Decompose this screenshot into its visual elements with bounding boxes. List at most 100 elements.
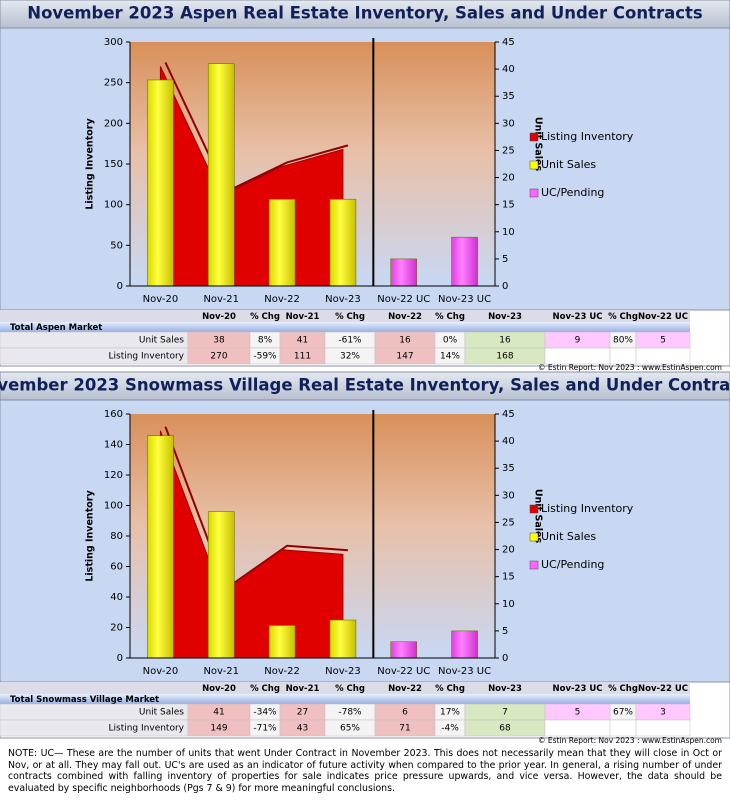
y-tick-label: 250 (104, 78, 123, 89)
column-header: Nov-21 (286, 684, 320, 694)
y-tick-label: 100 (104, 200, 123, 211)
legend-label: Unit Sales (541, 158, 596, 171)
y2-tick-label: 15 (502, 200, 515, 211)
x-tick-label: Nov-22 (264, 666, 300, 677)
y2-tick-label: 10 (502, 599, 515, 610)
y-tick-label: 60 (110, 562, 123, 573)
cell-value: 68 (499, 724, 511, 734)
cell-value: 41 (213, 708, 224, 718)
copyright: © Estin Report: Nov 2023 : www.EstinAspe… (538, 736, 722, 745)
cell (609, 347, 637, 365)
y2-tick-label: 35 (502, 91, 515, 102)
cell-value: 5 (660, 336, 666, 346)
x-tick-label: Nov-23 (325, 666, 361, 677)
cell-value: 3 (660, 708, 666, 718)
bar (329, 198, 357, 287)
section-title: Total Aspen Market (10, 323, 102, 333)
y-tick-label: 40 (110, 592, 123, 603)
cell (544, 347, 611, 365)
legend-swatch (529, 132, 539, 142)
y-tick-label: 20 (110, 623, 123, 634)
chart-title: November 2023 Aspen Real Estate Inventor… (27, 4, 703, 23)
bar (147, 435, 174, 659)
x-tick-label: Nov-20 (143, 666, 179, 677)
cell-value: 32% (340, 352, 360, 362)
cell (635, 347, 691, 365)
cell-value: 168 (496, 352, 513, 362)
y-tick-label: 0 (117, 653, 123, 664)
cell-value: -61% (338, 336, 362, 346)
section-title: Total Snowmass Village Market (10, 695, 159, 705)
x-tick-label: Nov-22 UC (377, 294, 430, 305)
cell-value: 7 (502, 708, 508, 718)
cell-value: -34% (253, 708, 277, 718)
row-label: Listing Inventory (109, 352, 185, 362)
cell (544, 719, 611, 737)
legend-label: UC/Pending (541, 186, 604, 199)
bar (390, 258, 418, 287)
bar (207, 63, 235, 287)
cell-value: 6 (402, 708, 408, 718)
x-tick-label: Nov-21 (203, 294, 239, 305)
cell-value: 9 (575, 336, 581, 346)
bar (147, 79, 174, 287)
report: November 2023 Aspen Real Estate Inventor… (0, 0, 730, 745)
y2-tick-label: 25 (502, 145, 515, 156)
column-header: Nov-22 UC (638, 684, 688, 694)
column-header: % Chg (608, 684, 638, 694)
bar (207, 511, 235, 659)
x-tick-label: Nov-23 UC (438, 294, 491, 305)
row-label: Listing Inventory (109, 724, 185, 734)
bar (451, 630, 478, 659)
y2-tick-label: 40 (502, 64, 515, 75)
y-tick-label: 100 (104, 501, 123, 512)
column-header: Nov-20 (202, 684, 236, 694)
y2-tick-label: 30 (502, 490, 515, 501)
column-header: % Chg (335, 312, 365, 322)
cell-value: 149 (210, 724, 227, 734)
cell-value: -78% (338, 708, 362, 718)
bar (268, 625, 296, 659)
column-header: Nov-23 UC (553, 684, 603, 694)
y2-tick-label: 20 (502, 545, 515, 556)
y2-tick-label: 10 (502, 227, 515, 238)
x-tick-label: Nov-22 (264, 294, 300, 305)
column-header: % Chg (250, 312, 280, 322)
cell-value: -71% (253, 724, 277, 734)
legend-label: Unit Sales (541, 530, 596, 543)
y-axis-label: Listing Inventory (85, 118, 96, 210)
section-row (0, 694, 690, 704)
header-row (0, 310, 690, 322)
bar (329, 619, 357, 659)
legend-swatch (529, 560, 539, 570)
legend-label: Listing Inventory (541, 130, 634, 143)
column-header: Nov-23 UC (553, 312, 603, 322)
bar (390, 641, 418, 659)
y2-tick-label: 15 (502, 572, 515, 583)
y-tick-label: 80 (110, 531, 123, 542)
header-row (0, 682, 690, 694)
x-tick-label: Nov-23 UC (438, 666, 491, 677)
cell-value: 27 (297, 708, 308, 718)
x-tick-label: Nov-23 (325, 294, 361, 305)
cell-value: 41 (297, 336, 308, 346)
cell (609, 719, 637, 737)
column-header: Nov-23 (488, 684, 522, 694)
y2-tick-label: 5 (502, 254, 508, 265)
y2-tick-label: 40 (502, 436, 515, 447)
cell-value: 65% (340, 724, 360, 734)
column-header: Nov-23 (488, 312, 522, 322)
cell-value: 8% (258, 336, 273, 346)
area-depth (164, 61, 349, 194)
column-header: Nov-22 (388, 312, 422, 322)
legend-swatch (529, 160, 539, 170)
cell-value: 80% (613, 336, 633, 346)
cell-value: 0% (443, 336, 458, 346)
column-header: % Chg (335, 684, 365, 694)
x-tick-label: Nov-22 UC (377, 666, 430, 677)
y2-tick-label: 0 (502, 653, 508, 664)
legend-swatch (529, 188, 539, 198)
section-row (0, 322, 690, 332)
cell-value: 16 (399, 336, 411, 346)
